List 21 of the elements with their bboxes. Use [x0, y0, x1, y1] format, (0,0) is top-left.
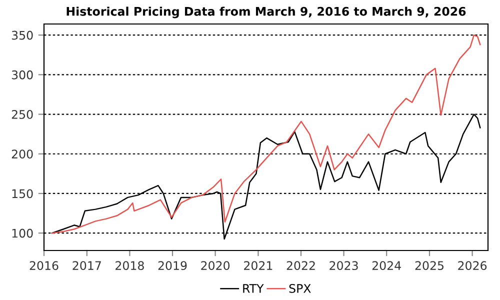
x-tick-label: 2026 — [458, 261, 487, 270]
x-tick-label: 2023 — [330, 261, 358, 270]
x-tick-label: 2019 — [158, 261, 187, 270]
x-tick-label: 2022 — [286, 261, 315, 270]
chart-title: Historical Pricing Data from March 9, 2016 to March 9, 2026 — [66, 6, 466, 18]
y-tick-label: 150 — [12, 189, 33, 198]
legend-label: SPX — [289, 284, 311, 293]
x-tick-label: 2018 — [116, 261, 144, 270]
y-tick-label: 250 — [12, 110, 33, 119]
line-series — [51, 34, 481, 234]
y-tick-label: 300 — [12, 70, 33, 80]
x-tick-label: 2017 — [72, 261, 101, 270]
legend-label: RTY — [243, 284, 264, 293]
x-tick-label: 2021 — [244, 261, 272, 270]
x-tick-label: 2024 — [372, 261, 401, 270]
x-tick-label: 2020 — [201, 261, 230, 270]
x-tick-label: 2025 — [415, 261, 444, 270]
y-tick-label: 100 — [12, 228, 33, 238]
y-tick-label: 350 — [12, 30, 33, 40]
x-tick-label: 2016 — [30, 261, 58, 270]
y-tick-label: 200 — [12, 150, 33, 159]
